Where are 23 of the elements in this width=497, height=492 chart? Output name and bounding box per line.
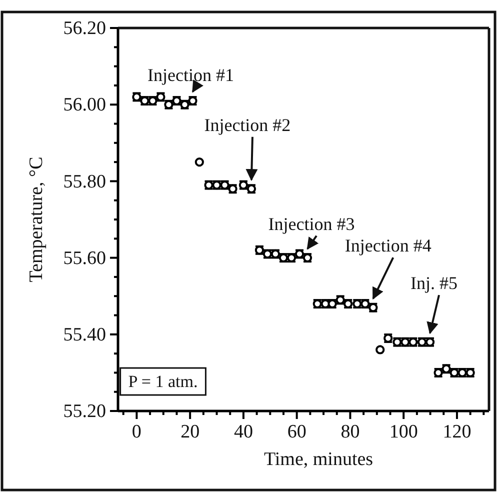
x-axis-title: Time, minutes — [264, 449, 374, 470]
annotation: Inj. #5 — [410, 273, 458, 294]
y-tick-label: 55.20 — [63, 401, 106, 422]
annotation: P = 1 atm. — [128, 372, 198, 391]
x-tick-label: 40 — [234, 421, 253, 442]
y-axis-title: Temperature, °C — [26, 156, 47, 282]
y-tick-label: 55.80 — [63, 171, 106, 192]
annotation: Injection #4 — [344, 236, 432, 256]
y-tick-label: 56.20 — [63, 18, 106, 40]
x-tick-label: 120 — [442, 421, 472, 442]
point — [376, 345, 385, 354]
x-tick-label: 100 — [389, 421, 418, 442]
y-tick-label: 55.60 — [63, 248, 106, 269]
annotation: Injection #1 — [147, 64, 234, 85]
annotation: Injection #3 — [268, 214, 355, 234]
x-tick-label: 20 — [180, 421, 200, 442]
y-tick-label: 55.40 — [63, 324, 106, 346]
x-tick-label: 80 — [340, 421, 360, 442]
point — [194, 157, 204, 167]
x-tick-label: 60 — [287, 421, 306, 442]
x-tick-label: 0 — [132, 421, 142, 442]
y-tick-label: 56.00 — [63, 94, 106, 116]
annotation: Injection #2 — [204, 114, 291, 135]
